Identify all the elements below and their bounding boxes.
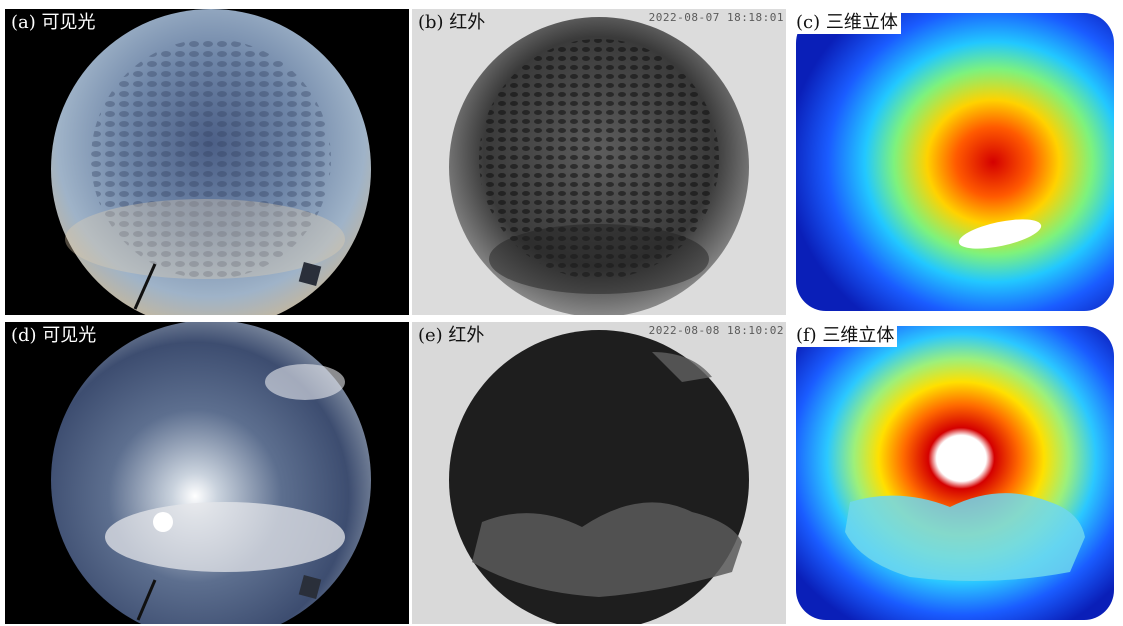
timestamp: 2022-08-08 18:10:02 xyxy=(648,324,784,337)
3d-cloud-image xyxy=(790,9,1120,315)
panel-c-3d: (c) 三维立体 xyxy=(790,9,1120,315)
panel-label: (f) 三维立体 xyxy=(793,325,898,347)
panel-label: (d) 可见光 xyxy=(11,325,97,346)
panel-label: (e) 红外 xyxy=(418,325,485,346)
infrared-sky-image xyxy=(412,9,786,315)
panel-label: (c) 三维立体 xyxy=(793,12,901,34)
panel-b-infrared: (b) 红外 2022-08-07 18:18:01 xyxy=(412,9,786,315)
visible-sky-image xyxy=(51,9,371,315)
panel-label: (a) 可见光 xyxy=(11,12,96,33)
visible-sky-image xyxy=(51,322,371,624)
panel-label: (b) 红外 xyxy=(418,12,486,33)
timestamp: 2022-08-07 18:18:01 xyxy=(648,11,784,24)
panel-f-3d: (f) 三维立体 xyxy=(790,322,1120,624)
panel-d-visible: (d) 可见光 xyxy=(5,322,409,624)
panel-e-infrared: (e) 红外 2022-08-08 18:10:02 xyxy=(412,322,786,624)
3d-cloud-image xyxy=(790,322,1120,624)
infrared-sky-image xyxy=(412,322,786,624)
panel-a-visible: (a) 可见光 xyxy=(5,9,409,315)
